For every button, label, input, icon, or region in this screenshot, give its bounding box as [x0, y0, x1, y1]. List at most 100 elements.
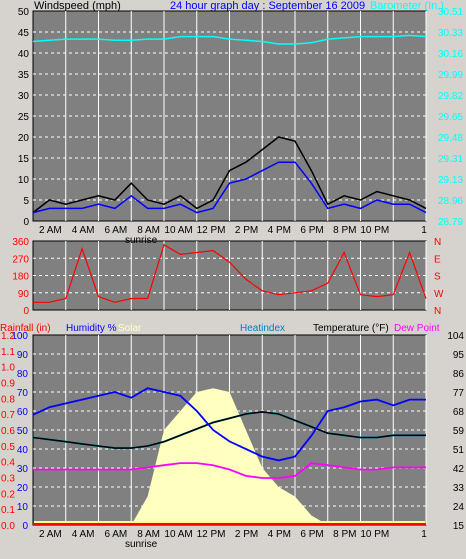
compass-tick-label: E — [434, 254, 441, 265]
chart-marks — [32, 34, 427, 525]
wind-time-label: 12 PM — [197, 225, 226, 236]
barometer-tick-label: 28.79 — [438, 217, 463, 228]
wind-tick-label: 10 — [18, 175, 30, 186]
temperature-time-label: 2 PM — [235, 529, 258, 540]
wind-tick-label: 20 — [18, 133, 30, 144]
grid-lines — [33, 11, 427, 525]
legend-dewpoint: Dew Point — [394, 323, 440, 334]
temperature-time-label: 2 AM — [39, 529, 62, 540]
temperature-tick-label: 77 — [453, 388, 465, 399]
barometer-label: Barometer (In.) — [370, 0, 444, 12]
wind-tick-label: 25 — [18, 112, 30, 123]
rainfall-tick-label: 0.2 — [1, 489, 15, 500]
wind-average-line — [32, 161, 427, 214]
sunrise-label: sunrise — [125, 235, 158, 246]
wind-time-label: 8 PM — [333, 225, 356, 236]
wind-time-label: 2 AM — [39, 225, 62, 236]
humidity-tick-label: 90 — [17, 350, 29, 361]
humidity-tick-label: 80 — [17, 369, 29, 380]
temperature-time-label: 8 PM — [333, 529, 356, 540]
direction-tick-label: 360 — [12, 237, 29, 248]
temperature-time-label: 10 PM — [360, 529, 389, 540]
temperature-time-label: 4 PM — [268, 529, 291, 540]
rainfall-tick-label: 0.7 — [1, 410, 15, 421]
direction-tick-label: 0 — [23, 306, 29, 317]
humidity-tick-label: 30 — [17, 464, 29, 475]
rainfall-tick-label: 0.4 — [1, 458, 15, 469]
humidity-tick-label: 100 — [11, 331, 28, 342]
temperature-line — [32, 411, 426, 449]
rainfall-tick-label: 0.6 — [1, 426, 15, 437]
temperature-tick-label: 24 — [453, 502, 465, 513]
direction-tick-label: 90 — [18, 289, 30, 300]
humidity-tick-label: 60 — [17, 407, 29, 418]
temperature-time-label: 12 PM — [197, 529, 226, 540]
sunrise-label: sunrise — [125, 539, 158, 550]
wind-time-label: 6 AM — [104, 225, 127, 236]
compass-tick-label: N — [434, 237, 441, 248]
temperature-tick-label: 95 — [453, 350, 465, 361]
compass-tick-label: S — [434, 272, 441, 283]
wind-time-label: 6 PM — [300, 225, 323, 236]
wind-tick-label: 50 — [18, 7, 30, 18]
barometer-tick-label: 28.96 — [438, 196, 463, 207]
temperature-time-label: 8 AM — [137, 529, 160, 540]
wind-tick-label: 30 — [18, 91, 30, 102]
temperature-tick-label: 59 — [453, 426, 465, 437]
barometer-tick-label: 30.16 — [438, 49, 463, 60]
barometer-tick-label: 29.48 — [438, 133, 463, 144]
legend-solar: Solar — [118, 323, 142, 334]
rainfall-tick-label: 0.8 — [1, 394, 15, 405]
barometer-tick-label: 29.31 — [438, 154, 463, 165]
rainfall-tick-label: 0.5 — [1, 442, 15, 453]
rainfall-tick-label: 1.0 — [1, 363, 15, 374]
humidity-tick-label: 10 — [17, 502, 29, 513]
legend-heatindex: Heatindex — [240, 323, 285, 334]
wind-direction-line — [33, 243, 427, 303]
temperature-time-label: 6 AM — [104, 529, 127, 540]
temperature-time-label: 4 AM — [72, 529, 95, 540]
wind-time-label: 10 PM — [360, 225, 389, 236]
temperature-tick-label: 104 — [447, 331, 464, 342]
rainfall-tick-label: 0.9 — [1, 379, 15, 390]
rainfall-tick-label: 0.1 — [1, 505, 15, 516]
barometer-tick-label: 30.51 — [438, 7, 463, 18]
axis-labels: 0510152025303540455028.7928.9629.1329.31… — [1, 7, 464, 550]
temperature-time-label: 6 PM — [300, 529, 323, 540]
humidity-tick-label: 20 — [17, 483, 29, 494]
wind-tick-label: 35 — [18, 70, 30, 81]
compass-tick-label: W — [434, 289, 444, 300]
wind-tick-label: 0 — [23, 217, 29, 228]
temperature-tick-label: 51 — [453, 445, 465, 456]
wind-time-label: 4 PM — [268, 225, 291, 236]
direction-tick-label: 180 — [12, 272, 29, 283]
wind-tick-label: 45 — [18, 28, 30, 39]
rainfall-tick-label: 0.3 — [1, 474, 15, 485]
legend-temperature: Temperature (°F) — [313, 323, 389, 334]
wind-time-label: 2 PM — [235, 225, 258, 236]
barometer-tick-label: 29.13 — [438, 175, 463, 186]
legend-rainfall: Rainfall (in) — [0, 323, 51, 334]
barometer-tick-label: 30.33 — [438, 28, 463, 39]
barometer-tick-label: 29.65 — [438, 112, 463, 123]
wind-tick-label: 40 — [18, 49, 30, 60]
humidity-tick-label: 40 — [17, 445, 29, 456]
temperature-tick-label: 33 — [453, 483, 465, 494]
temperature-tick-label: 42 — [453, 464, 465, 475]
wind-time-label: 8 AM — [137, 225, 160, 236]
barometer-tick-label: 29.99 — [438, 70, 463, 81]
wind-tick-label: 5 — [23, 196, 29, 207]
temperature-tick-label: 86 — [453, 369, 465, 380]
legend-humidity: Humidity % — [66, 323, 117, 334]
rainfall-tick-label: 1.2 — [1, 331, 15, 342]
humidity-tick-label: 0 — [22, 521, 28, 532]
temperature-tick-label: 15 — [453, 521, 465, 532]
solar-area — [33, 388, 426, 525]
rainfall-tick-label: 0.0 — [1, 521, 15, 532]
compass-tick-label: N — [434, 306, 441, 317]
barometer-tick-label: 29.82 — [438, 91, 463, 102]
rainfall-tick-label: 1.1 — [1, 347, 15, 358]
temperature-time-label: 1 — [421, 529, 427, 540]
direction-tick-label: 270 — [12, 254, 29, 265]
